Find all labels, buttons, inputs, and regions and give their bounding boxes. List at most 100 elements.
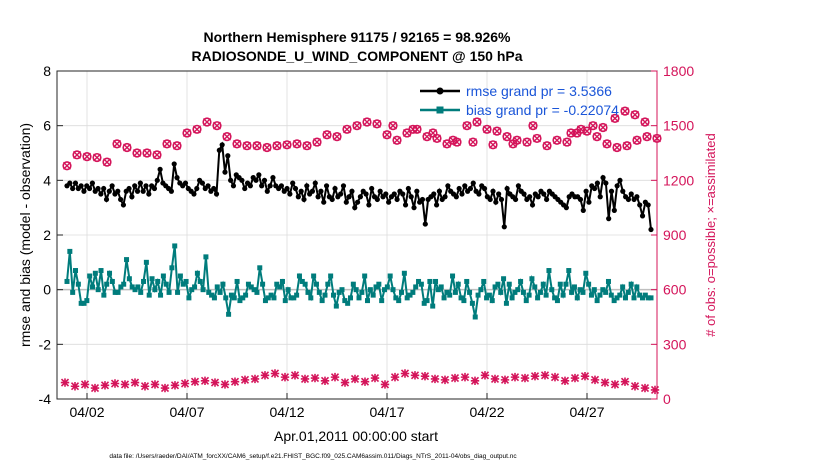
bias-point xyxy=(294,292,300,298)
bias-point xyxy=(231,295,237,301)
obs-possible-point xyxy=(542,141,552,151)
bias-point xyxy=(169,265,175,271)
bias-point xyxy=(260,281,266,287)
rmse-point xyxy=(620,188,626,194)
bias-point xyxy=(138,289,144,295)
y-left-tick-label: -4 xyxy=(39,391,52,407)
obs-assimilated-point xyxy=(230,377,240,386)
bias-point xyxy=(509,295,515,301)
rmse-point xyxy=(171,161,177,167)
rmse-point xyxy=(386,199,392,205)
obs-assimilated-point xyxy=(310,373,320,383)
rmse-point xyxy=(529,202,536,208)
bias-point xyxy=(492,284,498,290)
obs-possible-point xyxy=(492,126,502,136)
y-left-tick-label: -2 xyxy=(39,336,52,352)
obs-assimilated-point xyxy=(400,369,410,378)
bias-point xyxy=(228,292,234,298)
rmse-point xyxy=(391,191,397,197)
bias-point xyxy=(132,287,138,293)
rmse-point xyxy=(264,188,270,194)
rmse-point xyxy=(115,188,121,194)
bias-point xyxy=(90,284,96,290)
rmse-point xyxy=(442,194,448,200)
chart-title-line1: Northern Hemisphere 91175 / 92165 = 98.9… xyxy=(203,29,511,45)
obs-possible-point xyxy=(502,132,512,142)
bias-point xyxy=(350,281,356,287)
x-tick-label: 04/02 xyxy=(69,404,104,420)
rmse-point xyxy=(137,180,143,186)
bias-point xyxy=(540,281,546,287)
obs-assimilated-point xyxy=(373,119,381,128)
rmse-point xyxy=(118,196,124,203)
bias-point xyxy=(452,289,458,295)
rmse-point xyxy=(603,180,609,186)
bias-point xyxy=(211,295,217,301)
bias-point xyxy=(639,295,645,301)
rmse-point xyxy=(606,216,612,222)
bias-point xyxy=(109,278,115,284)
rmse-point xyxy=(267,183,273,189)
bias-point xyxy=(430,303,436,309)
rmse-point xyxy=(89,180,95,186)
obs-assimilated-point xyxy=(260,371,270,380)
obs-possible-point xyxy=(122,142,132,153)
bias-point xyxy=(648,295,654,301)
obs-assimilated-point xyxy=(440,375,450,385)
y-right-tick-label: 0 xyxy=(663,391,671,407)
bias-point xyxy=(620,284,626,290)
bias-point xyxy=(645,295,651,301)
obs-assimilated-point xyxy=(570,373,580,383)
obs-assimilated-point xyxy=(143,149,151,157)
bias-point xyxy=(438,284,444,290)
rmse-point xyxy=(394,196,400,203)
rmse-point xyxy=(614,183,620,189)
obs-assimilated-point xyxy=(270,369,280,378)
obs-assimilated-point xyxy=(83,152,91,161)
rmse-point xyxy=(512,196,519,203)
rmse-point xyxy=(377,188,383,194)
obs-possible-point xyxy=(282,140,292,150)
bias-point xyxy=(234,278,240,284)
bias-point xyxy=(367,287,373,293)
obs-possible-point xyxy=(92,152,102,163)
rmse-point xyxy=(493,199,499,205)
rmse-point xyxy=(608,188,615,194)
bias-point xyxy=(330,292,336,298)
rmse-point xyxy=(321,199,327,205)
bias-point xyxy=(70,289,76,295)
obs-assimilated-point xyxy=(390,372,400,382)
bias-point xyxy=(73,268,79,274)
rmse-point xyxy=(637,202,643,208)
rmse-point xyxy=(134,188,141,194)
rmse-point xyxy=(501,224,507,230)
obs-assimilated-point xyxy=(63,161,71,170)
rmse-point xyxy=(78,183,84,189)
rmse-point xyxy=(81,188,87,194)
bias-point xyxy=(642,292,648,298)
bias-point xyxy=(163,281,169,287)
obs-possible-point xyxy=(528,121,538,131)
rmse-point xyxy=(504,185,510,192)
bias-point xyxy=(101,292,107,298)
obs-assimilated-point xyxy=(370,373,380,383)
rmse-point xyxy=(462,183,468,189)
bias-point xyxy=(515,287,521,293)
rmse-point xyxy=(594,180,600,186)
rmse-point xyxy=(256,172,262,178)
obs-assimilated-point xyxy=(463,121,471,130)
bias-point xyxy=(560,292,566,298)
y-axis-right: 0 300 600 900 1200 1500 1800 xyxy=(651,63,694,407)
obs-possible-point xyxy=(592,132,602,142)
obs-assimilated-point xyxy=(283,140,291,149)
obs-assimilated-point xyxy=(213,121,221,130)
obs-possible-point xyxy=(622,141,632,151)
bias-point xyxy=(416,278,422,284)
bias-point xyxy=(376,281,382,287)
obs-possible-point xyxy=(302,141,312,151)
bias-point xyxy=(407,292,413,298)
x-axis: 04/02 04/07 04/12 04/17 04/22 04/27 xyxy=(69,393,605,420)
rmse-point xyxy=(611,207,617,213)
rmse-point xyxy=(239,177,245,183)
obs-assimilated-point xyxy=(563,138,571,147)
